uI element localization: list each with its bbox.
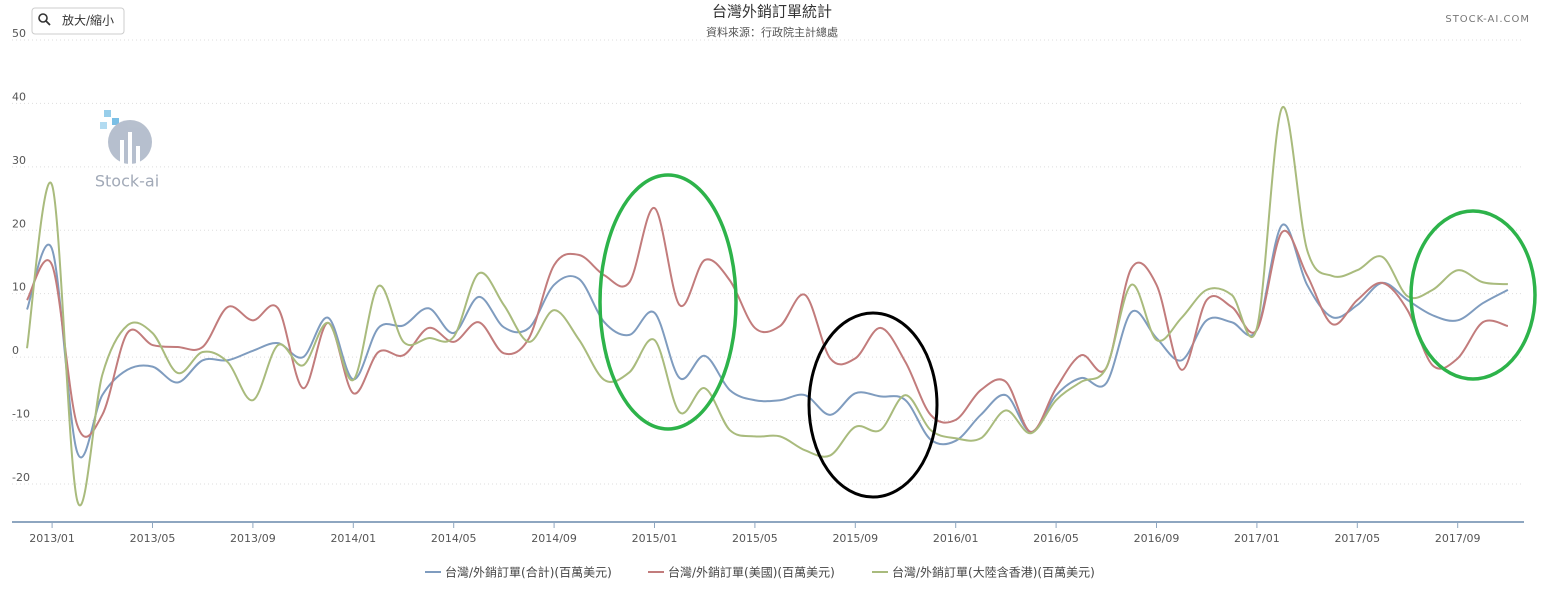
- x-tick-label: 2015/01: [632, 532, 678, 545]
- logo-pixel: [104, 110, 111, 117]
- annotation-ellipse: [1409, 209, 1537, 381]
- credit: STOCK-AI.COM: [1445, 14, 1530, 25]
- series-line: [26, 106, 1508, 506]
- y-tick-label: 30: [12, 154, 26, 167]
- logo-bar: [120, 140, 124, 164]
- series-line: [26, 207, 1509, 438]
- zoom-icon[interactable]: [38, 13, 48, 23]
- y-tick-label: -10: [12, 408, 30, 421]
- zoom-button-box[interactable]: [31, 7, 125, 35]
- annotation-ellipse: [807, 311, 939, 499]
- chart-title: 台灣外銷訂單統計: [712, 3, 832, 21]
- x-tick-label: 2014/05: [431, 532, 477, 545]
- zoom-icon[interactable]: [45, 20, 51, 26]
- logo-bar: [136, 146, 140, 164]
- logo: Stock-ai: [95, 110, 159, 191]
- y-tick-label: 40: [12, 90, 26, 103]
- x-tick-label: 2015/05: [732, 532, 778, 545]
- chart-subtitle: 資料來源：行政院主計總處: [706, 25, 838, 39]
- legend-label: 台灣/外銷訂單(美國)(百萬美元): [668, 565, 835, 580]
- y-tick-label: 20: [12, 217, 26, 230]
- plot-area: 50 40 30 20 10 0 -10 -20 2013/01 2013/05 2013/09 20…: [12, 27, 1524, 545]
- series-line: [26, 223, 1509, 459]
- y-tick-label: 50: [12, 27, 26, 40]
- x-tick-label: 2013/01: [29, 532, 75, 545]
- y-tick-label: -20: [12, 471, 30, 484]
- y-tick-label: 0: [12, 344, 19, 357]
- x-tick-label: 2016/05: [1033, 532, 1079, 545]
- x-tick-label: 2016/09: [1134, 532, 1180, 545]
- x-tick-label: 2013/09: [230, 532, 276, 545]
- x-tick-label: 2015/09: [832, 532, 878, 545]
- x-tick-label: 2017/01: [1234, 532, 1280, 545]
- zoom-button[interactable]: 放大/縮小: [31, 7, 125, 35]
- legend-label: 台灣/外銷訂單(大陸含香港)(百萬美元): [892, 565, 1095, 580]
- annotation-ellipse: [598, 173, 738, 431]
- x-tick-label: 2014/01: [330, 532, 376, 545]
- x-tick-label: 2016/01: [933, 532, 979, 545]
- logo-pixel: [100, 122, 107, 129]
- x-tick-label: 2014/09: [531, 532, 577, 545]
- zoom-label[interactable]: 放大/縮小: [62, 13, 114, 28]
- x-tick-label: 2017/09: [1435, 532, 1481, 545]
- y-tick-label: 10: [12, 281, 26, 294]
- x-tick-label: 2013/05: [130, 532, 176, 545]
- legend-label: 台灣/外銷訂單(合計)(百萬美元): [445, 565, 612, 580]
- x-tick-label: 2017/05: [1334, 532, 1380, 545]
- logo-text: Stock-ai: [95, 172, 159, 191]
- logo-pixel: [112, 118, 119, 125]
- logo-bar: [128, 132, 132, 164]
